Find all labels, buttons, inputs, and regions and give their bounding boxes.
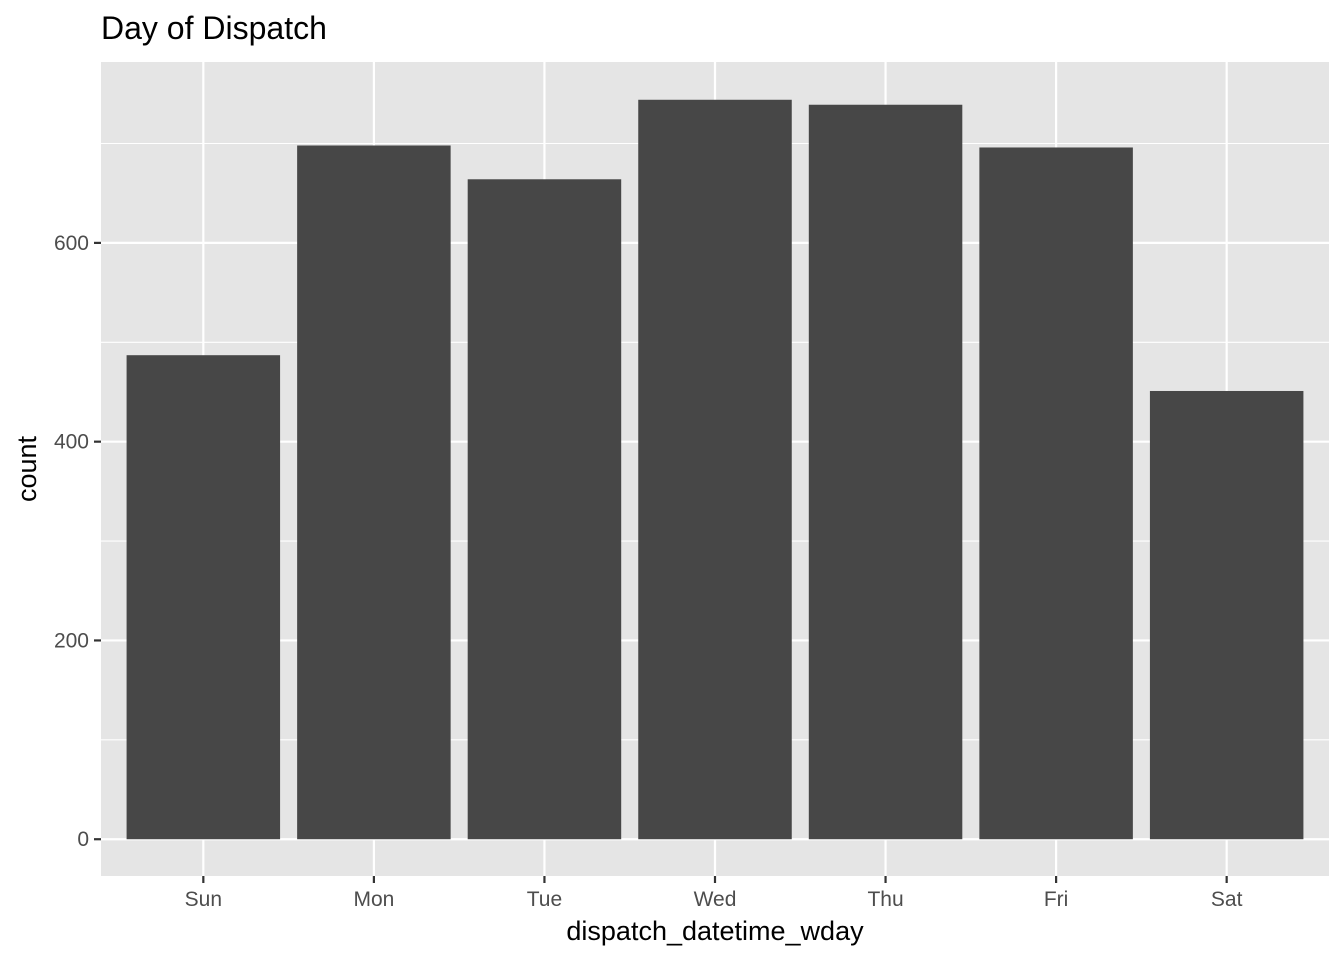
x-tick-label-sat: Sat xyxy=(1211,888,1243,911)
x-tick-label-wed: Wed xyxy=(694,888,737,911)
x-tick-label-mon: Mon xyxy=(353,888,394,911)
y-tick-label: 400 xyxy=(54,431,89,454)
bar-wed xyxy=(638,99,792,840)
x-tick-label-thu: Thu xyxy=(867,888,903,911)
bar-sun xyxy=(126,355,281,840)
bar-mon xyxy=(297,145,451,840)
bars xyxy=(126,99,1304,840)
y-tick-label: 600 xyxy=(54,232,89,255)
x-axis: Sun Mon Tue Wed Thu Fri Sat xyxy=(185,876,1243,911)
bar-tue xyxy=(467,179,622,840)
x-tick-label-fri: Fri xyxy=(1044,888,1069,911)
y-axis-title: count xyxy=(12,435,42,502)
y-tick-label: 0 xyxy=(77,828,89,851)
bar-fri xyxy=(979,147,1133,840)
y-tick-label: 200 xyxy=(54,629,89,652)
bar-sat xyxy=(1149,390,1304,840)
x-tick-label-tue: Tue xyxy=(527,888,562,911)
bar-thu xyxy=(808,104,963,840)
chart-title: Day of Dispatch xyxy=(101,10,327,46)
x-tick-label-sun: Sun xyxy=(185,888,222,911)
y-axis: 0 200 400 600 xyxy=(54,232,101,851)
x-axis-title: dispatch_datetime_wday xyxy=(566,916,864,946)
